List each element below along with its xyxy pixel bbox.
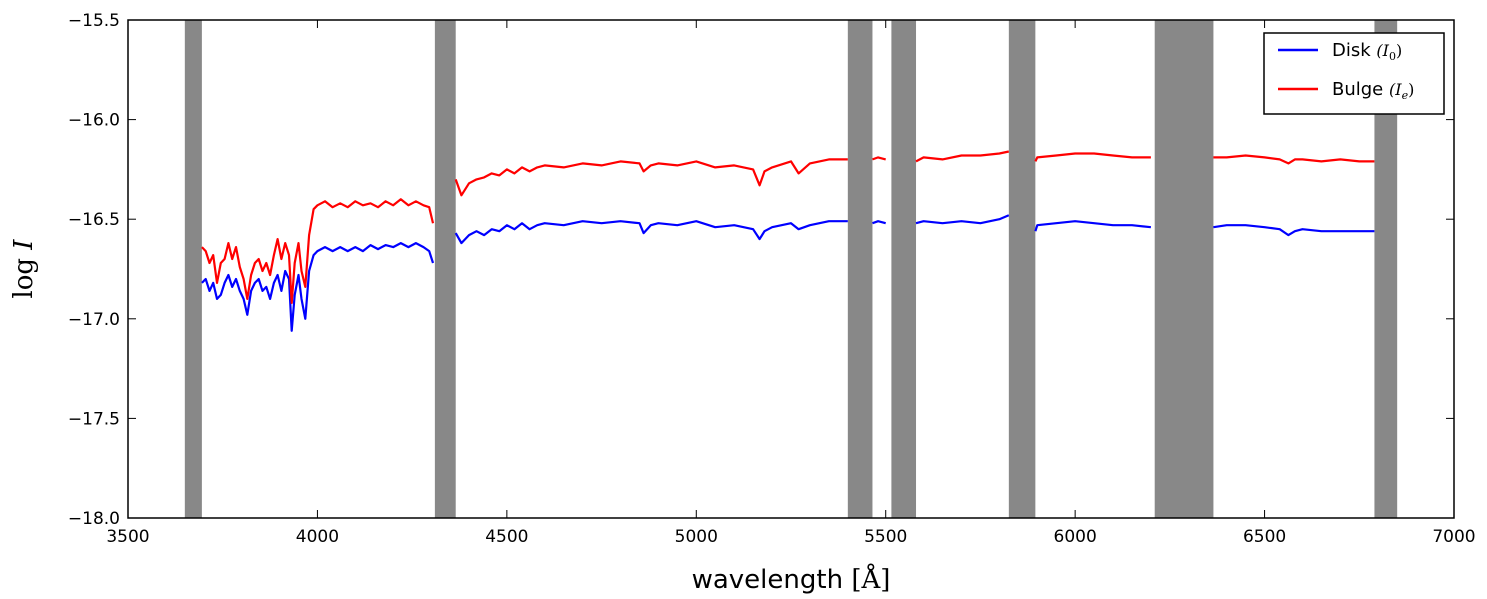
- y-tick-label: −16.5: [68, 210, 120, 230]
- y-tick-label: −17.0: [68, 310, 120, 330]
- legend-disk-math: (I: [1376, 41, 1389, 60]
- y-tick-label: −16.0: [68, 111, 120, 131]
- legend-bulge-math: (I: [1389, 80, 1402, 99]
- legend-disk-label: Disk: [1332, 40, 1371, 61]
- legend-disk-sub: 0: [1389, 50, 1396, 63]
- x-tick-label: 6000: [1054, 527, 1097, 547]
- legend-entry-bulge: Bulge (Ie): [1332, 79, 1414, 102]
- y-tick-label: −15.5: [68, 11, 120, 31]
- y-axis-label-log: log: [9, 258, 39, 299]
- masked-band-1: [434, 20, 456, 518]
- x-axis-label-text: wavelength: [692, 565, 843, 595]
- series-line-bulge: [201, 150, 1375, 304]
- masked-band-0: [184, 20, 202, 518]
- x-tick-label: 4500: [485, 527, 528, 547]
- y-axis-label-var: I: [9, 239, 39, 251]
- x-tick-label: 6500: [1243, 527, 1286, 547]
- plot-frame: [127, 19, 1455, 519]
- masked-band-6: [1374, 20, 1398, 518]
- legend-disk-close: ): [1396, 41, 1402, 60]
- x-axis-label-unit: [Å]: [851, 563, 890, 595]
- legend-bulge-label: Bulge: [1332, 79, 1383, 100]
- legend: Disk (I0) Bulge (Ie): [1263, 32, 1445, 115]
- x-tick-label: 7000: [1432, 527, 1475, 547]
- x-axis-label: wavelength [Å]: [692, 563, 891, 595]
- masked-band-4: [1008, 20, 1036, 518]
- y-tick-label: −17.5: [68, 409, 120, 429]
- legend-bulge-sub: e: [1402, 89, 1409, 102]
- y-axis-ticks: −18.0 −17.5 −17.0 −16.5 −16.0 −15.5: [68, 11, 1454, 529]
- masked-band-2: [847, 20, 873, 518]
- y-axis-label: log I: [9, 239, 39, 299]
- y-tick-label: −18.0: [68, 509, 120, 529]
- legend-bulge-close: ): [1408, 80, 1414, 99]
- legend-entry-disk: Disk (I0): [1332, 40, 1402, 63]
- series-line-disk: [201, 214, 1375, 332]
- x-tick-label: 3500: [106, 527, 149, 547]
- masked-band-3: [891, 20, 917, 518]
- masked-bands: [184, 20, 1398, 518]
- series-lines: [201, 150, 1375, 332]
- x-axis-ticks: 3500 4000 4500 5000 5500 6000 6500 7000: [106, 20, 1476, 547]
- legend-box: [1263, 32, 1445, 115]
- x-tick-label: 4000: [296, 527, 339, 547]
- masked-band-5: [1154, 20, 1214, 518]
- x-tick-label: 5000: [675, 527, 718, 547]
- x-tick-label: 5500: [864, 527, 907, 547]
